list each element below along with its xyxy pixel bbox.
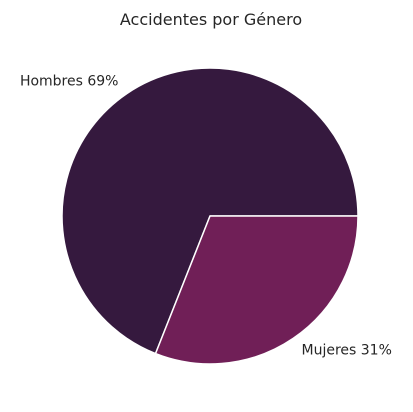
pie-label-hombres: Hombres 69% bbox=[20, 73, 119, 89]
pie-slice-hombres bbox=[61, 67, 359, 355]
pie-label-mujeres: Mujeres 31% bbox=[302, 343, 392, 359]
pie-slices bbox=[61, 67, 359, 365]
pie-slice-mujeres bbox=[154, 215, 359, 365]
pie-labels: Hombres 69% Mujeres 31% bbox=[20, 73, 392, 358]
chart-title: Accidentes por Género bbox=[120, 10, 302, 29]
